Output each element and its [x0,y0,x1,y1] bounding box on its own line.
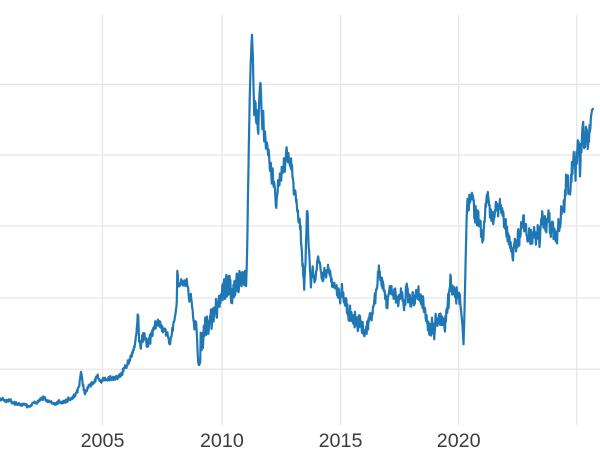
svg-text:2005: 2005 [81,430,125,450]
svg-text:2015: 2015 [319,430,363,450]
svg-text:2010: 2010 [200,430,244,450]
svg-text:2020: 2020 [437,430,481,450]
